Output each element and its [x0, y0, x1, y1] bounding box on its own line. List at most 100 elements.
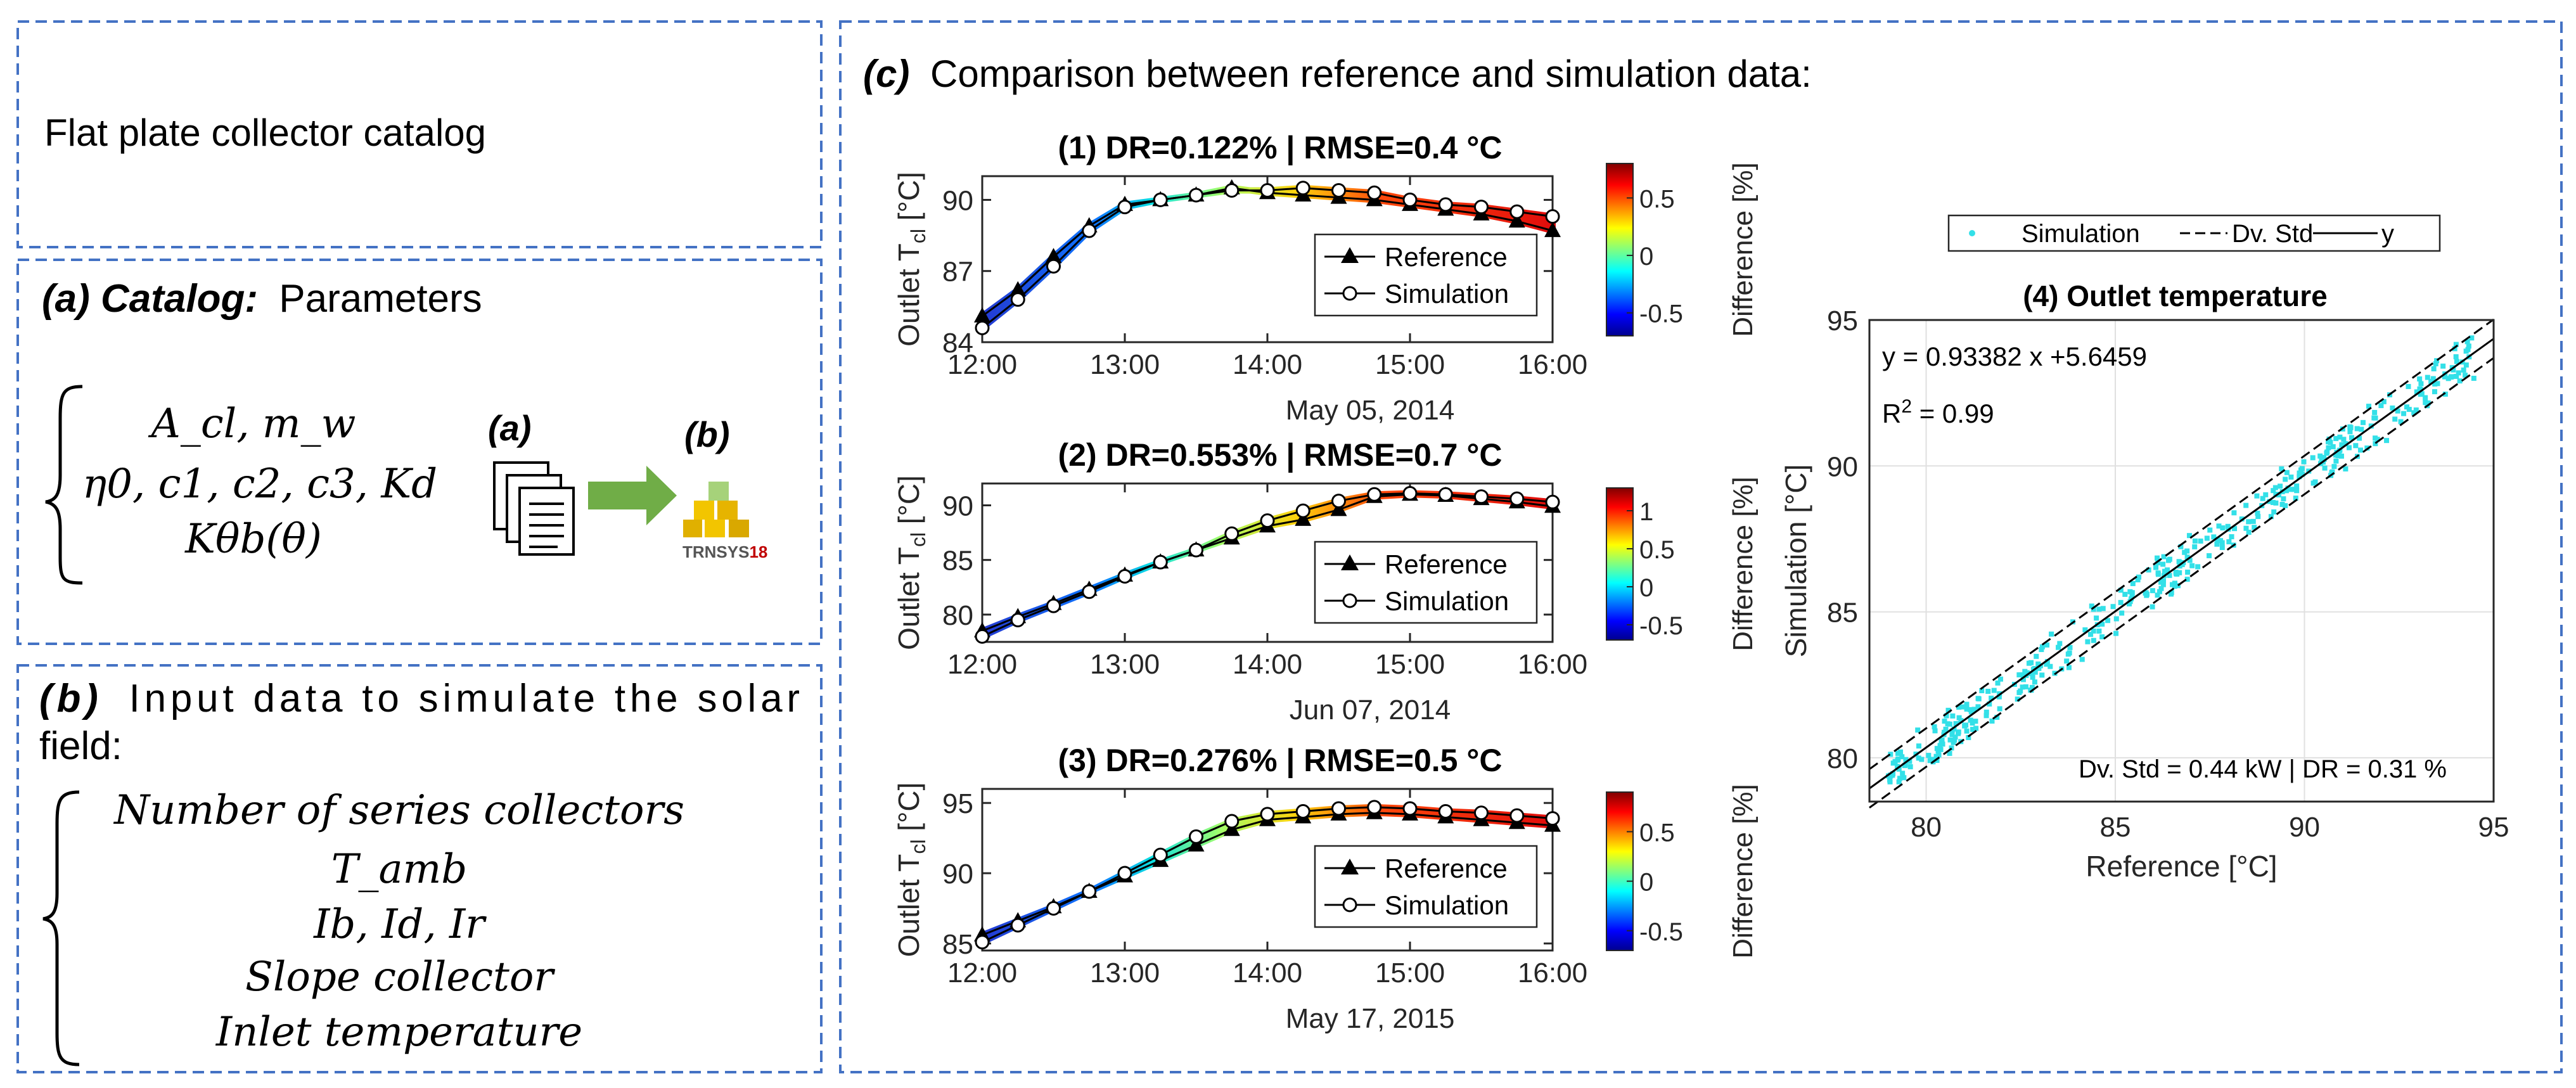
- scatter-point: [2281, 496, 2286, 502]
- simulation-marker: [1082, 884, 1097, 899]
- scatter-point: [2348, 425, 2354, 430]
- scatter-point: [1968, 717, 1973, 723]
- scatter-point: [2028, 660, 2034, 665]
- simulation-marker: [1509, 491, 1525, 506]
- scatter-point: [2279, 502, 2285, 508]
- scatter-point: [1964, 701, 1970, 707]
- scatter-point: [2417, 386, 2423, 392]
- legend: Reference Simulation: [1314, 233, 1538, 317]
- scatter-point: [2288, 474, 2294, 480]
- x-tick-label: 14:00: [1233, 649, 1302, 680]
- scatter-point: [2293, 496, 2298, 501]
- scatter-point: [2268, 514, 2274, 520]
- scatter-point: [2198, 538, 2203, 544]
- simulation-marker: [1010, 613, 1025, 628]
- x-axis-label: Reference [°C]: [2086, 850, 2277, 883]
- y-tick-label: 80: [942, 600, 973, 631]
- scatter-point: [2291, 487, 2297, 492]
- scatter-point: [1958, 718, 1964, 724]
- simulation-marker: [1046, 259, 1061, 274]
- y-axis-label-sub: cl: [907, 229, 930, 243]
- scatter-point: [2285, 485, 2291, 491]
- simulation-marker: [1367, 800, 1382, 815]
- scatter-point: [1942, 719, 1947, 724]
- scatter-point: [2357, 447, 2363, 453]
- legend-reference-label: Reference: [1385, 549, 1508, 579]
- scatter-point: [2065, 651, 2071, 657]
- scatter-point: [1975, 696, 1981, 701]
- scatter-point: [2317, 453, 2323, 459]
- scatter-point: [2270, 500, 2276, 506]
- simulation-marker: [975, 321, 990, 336]
- scatter-point: [2428, 378, 2434, 384]
- scatter-point: [2039, 647, 2044, 653]
- scatter-point: [1966, 734, 1971, 740]
- scatter-point: [2371, 415, 2377, 421]
- y-axis-label-sub: cl: [907, 532, 930, 547]
- annotation-r2-rest: = 0.99: [1912, 399, 1994, 428]
- scatter-point: [2135, 577, 2141, 583]
- scatter-point: [2260, 496, 2265, 501]
- reference-marker: [1330, 501, 1347, 516]
- y-axis-label-main: Outlet T: [892, 854, 925, 957]
- scatter-point: [1942, 729, 1947, 735]
- scatter-point: [1951, 739, 1956, 745]
- scatter-point: [1926, 753, 1932, 758]
- scatter-point: [2231, 510, 2237, 516]
- param-line-2: η0, c1, c2, c3, Kd: [82, 461, 437, 508]
- y-tick-label: 90: [942, 859, 973, 890]
- scatter-point: [1943, 726, 1949, 732]
- panel-b-border: [16, 664, 823, 1073]
- line-chart-1: (1) DR=0.122% | RMSE=0.4 °C 12:00 13:00 14:…: [892, 130, 1759, 426]
- panel-borders: [16, 20, 2563, 1073]
- x-axis-date-label: May 17, 2015: [1286, 1003, 1455, 1034]
- scatter-point: [2464, 339, 2470, 345]
- y-axis-label-main: Outlet T: [892, 547, 925, 650]
- scatter-point: [2469, 335, 2475, 341]
- panel-b-text2: field:: [39, 724, 122, 768]
- scatter-point: [2150, 588, 2155, 594]
- scatter-point: [2096, 628, 2102, 634]
- scatter-point: [2143, 591, 2148, 596]
- scatter-point: [2326, 445, 2331, 451]
- scatter-point: [2433, 361, 2438, 367]
- simulation-marker: [1438, 487, 1453, 502]
- x-tick-label: 12:00: [947, 349, 1017, 380]
- scatter-point: [2157, 589, 2163, 594]
- colorbar: 0.5 0 -0.5 Difference [%]: [1606, 784, 1759, 959]
- y-axis-label-main: Outlet T: [892, 243, 925, 347]
- scatter-point: [2454, 373, 2459, 379]
- y-tick-label: 85: [1827, 598, 1858, 629]
- scatter-point: [1938, 738, 1944, 743]
- scatter-point: [2434, 358, 2440, 364]
- scatter-point: [2360, 419, 2366, 425]
- simulation-marker: [1260, 182, 1275, 198]
- x-tick-label: 14:00: [1233, 957, 1302, 989]
- scatter-point: [1940, 741, 1945, 747]
- panel-c-border: [839, 20, 2563, 1073]
- x-tick-label: 13:00: [1090, 649, 1160, 680]
- panel-b-label: (b): [39, 677, 98, 720]
- legend-reference-marker: [1341, 859, 1359, 874]
- scatter-point: [2161, 554, 2167, 560]
- y-tick-label: 90: [1827, 451, 1858, 482]
- scatter-point: [1900, 771, 1906, 776]
- scatter-point: [2049, 631, 2054, 637]
- colorbar-tick-label: 0.5: [1639, 819, 1675, 847]
- scatter-point: [2167, 556, 2172, 562]
- scatter-point: [2329, 470, 2335, 475]
- simulation-marker: [1260, 513, 1275, 528]
- scatter-point: [1968, 707, 1973, 712]
- scatter-point: [2089, 603, 2094, 609]
- scatter-chart: Simulation Dv. Std y (4) Outlet temperature…: [1779, 214, 2509, 883]
- scatter-point: [2243, 502, 2249, 508]
- scatter-point: [2294, 483, 2300, 489]
- scatter-point: [2357, 435, 2362, 441]
- scatter-point: [2283, 488, 2289, 494]
- scatter-point: [1907, 764, 1913, 770]
- scatter-point: [2044, 662, 2049, 667]
- simulation-marker: [1153, 192, 1168, 207]
- colorbar-gradient: [1606, 791, 1634, 951]
- scatter-point: [2353, 443, 2359, 449]
